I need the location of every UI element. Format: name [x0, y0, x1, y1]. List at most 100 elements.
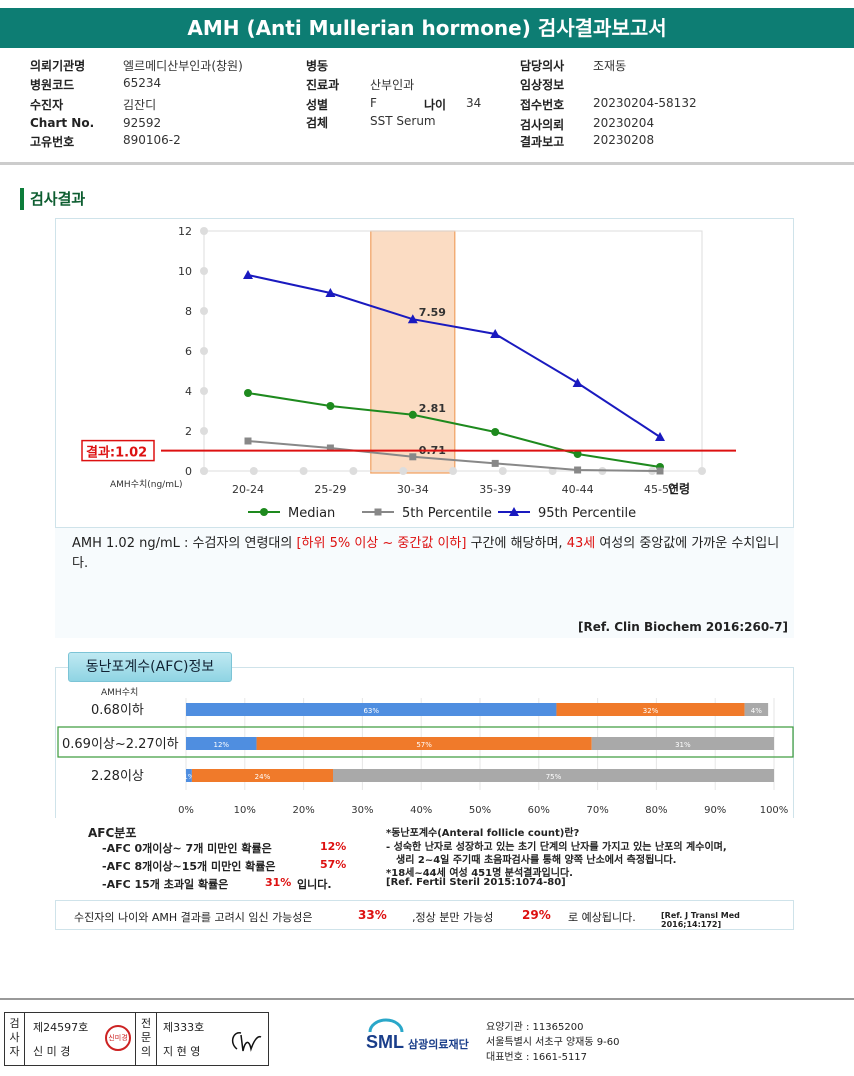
logo-icon — [368, 1018, 404, 1033]
info-label: 고유번호 — [30, 135, 75, 149]
info-value: 김잔디 — [123, 98, 157, 112]
info-label: 담당의사 — [520, 59, 565, 73]
legend-label: Median — [288, 506, 335, 521]
interp-range: [하위 5% 이상 ~ 중간값 이하] — [296, 536, 467, 551]
info-value: 890106-2 — [123, 133, 181, 147]
afc-axis-label: 60% — [528, 805, 550, 816]
afc-axis-label: 30% — [351, 805, 373, 816]
afc-bar-segment — [256, 737, 592, 750]
x-tick-dot — [498, 467, 507, 475]
info-value: 20230208 — [593, 133, 655, 147]
afc-dist-tail: 입니다. — [297, 878, 332, 891]
preg-pct1: 33% — [358, 908, 387, 922]
afc-dist-line: -AFC 15개 초과일 확률은 — [102, 878, 229, 891]
afc-bar-segment — [186, 769, 192, 782]
footer-divider — [0, 998, 854, 1000]
afc-bar-label: 12% — [213, 741, 229, 749]
x-tick-dot — [349, 467, 358, 475]
legend-label: 95th Percentile — [538, 506, 636, 521]
afc-bar-segment — [333, 769, 774, 782]
interp-age: 43세 — [566, 536, 596, 551]
median-point — [491, 428, 500, 436]
reviewer-label: 전문의 — [135, 1013, 157, 1065]
info-label: 임상정보 — [520, 78, 565, 92]
afc-bar-segment — [744, 703, 769, 716]
afc-bar-label: 31% — [675, 741, 691, 749]
divider — [0, 162, 854, 165]
age-label: 나이 — [424, 98, 447, 112]
pregnancy-panel: 수진자의 나이와 AMH 결과를 고려시 임신 가능성은 33% ,정상 분만 … — [55, 900, 794, 930]
afc-row-label: 0.69이상~2.27이하 — [62, 737, 179, 752]
p5-point — [409, 453, 417, 461]
afc-dist-pct: 31% — [265, 876, 292, 889]
afc-bar-segment — [191, 769, 333, 782]
x-tick-label: 35-39 — [479, 483, 511, 496]
y-tick-dot — [200, 307, 208, 315]
afc-axis-label: 80% — [645, 805, 667, 816]
p5-point — [574, 466, 582, 474]
y-tick-dot — [200, 227, 208, 235]
afc-bar-label: 4% — [751, 707, 762, 715]
afc-bar-label: 24% — [255, 773, 271, 781]
x-tick-label: 45-50 — [644, 483, 676, 496]
p5-point — [326, 444, 334, 452]
afc-dist-line: -AFC 0개이상~ 7개 미만인 확률은 — [102, 842, 272, 855]
data-label: 2.81 — [419, 402, 446, 415]
x-tick-label: 25-29 — [314, 483, 346, 496]
afc-bar-segment — [591, 737, 774, 750]
info-value: 65234 — [123, 76, 162, 90]
afc-axis-label: 10% — [234, 805, 256, 816]
x-tick-dot — [399, 467, 408, 475]
report-title: AMH (Anti Mullerian hormone) 검사결과보고서 — [0, 8, 854, 48]
afc-axis-label: 90% — [704, 805, 726, 816]
info-label: 병원코드 — [30, 78, 75, 92]
y-tick-dot — [200, 387, 208, 395]
afc-axis-label: 40% — [410, 805, 432, 816]
interpretation-panel: AMH 1.02 ng/mL : 수검자의 연령대의 [하위 5% 이상 ~ 중… — [55, 527, 794, 638]
afc-dist-line: -AFC 8개이상~15개 미만인 확률은 — [102, 860, 276, 873]
afc-bar-label: 1% — [183, 773, 194, 781]
preg-prefix: 수진자의 나이와 AMH 결과를 고려시 임신 가능성은 — [74, 911, 313, 924]
info-label: 검체 — [306, 116, 329, 130]
legend-marker — [374, 508, 382, 516]
x-tick-dot — [698, 467, 706, 475]
afc-axis-label: 70% — [586, 805, 608, 816]
info-label: 성별 — [306, 98, 329, 112]
median-point — [408, 410, 417, 419]
x-tick-label: 20-24 — [232, 483, 264, 496]
preg-mid: ,정상 분만 가능성 — [412, 911, 494, 924]
legend-marker — [509, 507, 519, 516]
median-point — [326, 402, 335, 410]
afc-bar-segment — [186, 737, 257, 750]
highlight-band — [370, 230, 456, 474]
afc-bar-label: 63% — [363, 707, 379, 715]
afc-bar-label: 32% — [643, 707, 659, 715]
legend-label: 5th Percentile — [402, 506, 492, 521]
preg-suffix: 로 예상됩니다. — [568, 911, 636, 924]
x-tick-dot — [200, 467, 208, 475]
p5-point — [656, 467, 664, 475]
interp-prefix: AMH 1.02 ng/mL : 수검자의 연령대의 — [72, 536, 297, 551]
x-tick-dot — [299, 467, 308, 475]
afc-title: 동난포계수(AFC)정보 — [68, 652, 232, 682]
section-title: 검사결과 — [20, 188, 85, 210]
afc-distribution: AFC분포 -AFC 0개이상~ 7개 미만인 확률은 12% -AFC 8개이상~… — [55, 818, 794, 898]
x-tick-dot — [449, 467, 457, 475]
signature — [231, 1032, 262, 1052]
info-value: F — [370, 96, 377, 110]
x-tick-label: 40-44 — [562, 483, 594, 496]
afc-panel: AMH수치 0% 10% 20% 30% 40% 50% 60% 70% 80% 90% 100% 0.… — [55, 667, 794, 819]
y-tick-dot — [200, 267, 208, 275]
examiner-label: 검사자 — [5, 1013, 25, 1065]
data-label: 7.59 — [419, 306, 446, 319]
afc-note-1: - 성숙한 난자로 성장하고 있는 초기 단계의 난자를 가지고 있는 난포의 … — [386, 842, 727, 853]
afc-bar-label: 75% — [546, 773, 562, 781]
org-phone: 대표번호 : 1661-5117 — [486, 1052, 588, 1063]
interp-suffix: 여성의 중앙값에 가까운 수치입니다. — [72, 536, 780, 571]
info-value: 20230204 — [593, 116, 655, 130]
series-line-0 — [247, 392, 661, 468]
info-label: 병동 — [306, 59, 329, 73]
logo-text: SML — [366, 1032, 404, 1052]
org-info: 요양기관 : 11365200 서울특별시 서초구 양재동 9-60 대표번호 … — [486, 1020, 619, 1065]
info-label: 결과보고 — [520, 135, 565, 149]
